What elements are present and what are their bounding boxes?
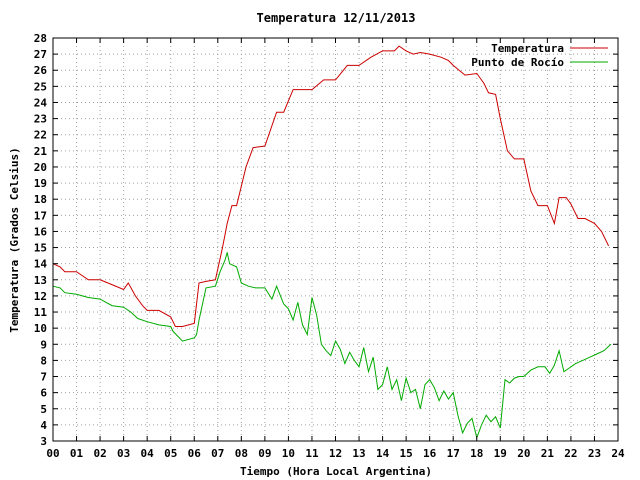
y-tick-label: 22 [34, 129, 47, 142]
y-tick-label: 25 [34, 80, 47, 93]
x-axis-label: Tiempo (Hora Local Argentina) [240, 465, 432, 478]
y-tick-label: 5 [40, 403, 47, 416]
series-line-temperatura [52, 45, 610, 327]
x-tick-label: 23 [588, 447, 601, 460]
series-group [52, 45, 612, 440]
y-tick-label: 21 [34, 145, 48, 158]
x-tick-label: 19 [494, 447, 507, 460]
x-tick-label: 11 [305, 447, 319, 460]
y-tick-label: 23 [34, 113, 47, 126]
legend-label-temperatura: Temperatura [491, 42, 564, 55]
y-tick-label: 19 [34, 177, 47, 190]
y-tick-label: 12 [34, 290, 47, 303]
x-tick-label: 03 [117, 447, 130, 460]
x-tick-label: 16 [423, 447, 437, 460]
legend-label-punto-de-rocio: Punto de Rocío [471, 56, 564, 69]
y-tick-label: 28 [34, 32, 47, 45]
x-tick-label: 20 [517, 447, 530, 460]
x-tick-label: 14 [376, 447, 390, 460]
x-tick-labels: 00 01 02 03 04 05 06 07 08 09 10 11 12 13 14 15 16 17 18 19… [46, 447, 625, 460]
x-tick-label: 12 [329, 447, 342, 460]
x-tick-label: 09 [258, 447, 271, 460]
x-tick-label: 01 [70, 447, 84, 460]
series-line-punto-de-rocio [52, 252, 612, 440]
x-tick-label: 05 [164, 447, 177, 460]
y-tick-labels: 3 4 5 6 7 8 9 10 11 12 13 14 15 16 17 18 19 20 21 22 23 24 25 2… [34, 32, 48, 448]
y-tick-label: 24 [34, 96, 48, 109]
y-tick-label: 16 [34, 225, 48, 238]
y-tick-label: 6 [40, 387, 47, 400]
x-tick-label: 13 [352, 447, 365, 460]
axis-ticks [52, 37, 619, 442]
x-tick-label: 18 [470, 447, 483, 460]
y-tick-label: 9 [40, 338, 47, 351]
y-tick-label: 20 [34, 161, 47, 174]
y-tick-label: 7 [40, 371, 47, 384]
y-tick-label: 3 [40, 435, 47, 448]
y-tick-label: 11 [34, 306, 48, 319]
x-tick-label: 07 [211, 447, 224, 460]
y-tick-label: 13 [34, 274, 47, 287]
y-tick-label: 4 [40, 419, 47, 432]
y-tick-label: 8 [40, 354, 47, 367]
y-tick-label: 26 [34, 64, 48, 77]
x-tick-label: 15 [400, 447, 413, 460]
x-tick-label: 06 [188, 447, 202, 460]
y-tick-label: 27 [34, 48, 47, 61]
x-tick-label: 21 [541, 447, 555, 460]
y-tick-label: 17 [34, 209, 47, 222]
y-tick-label: 15 [34, 242, 47, 255]
grid [53, 38, 618, 441]
y-tick-label: 14 [34, 258, 48, 271]
x-tick-label: 00 [46, 447, 59, 460]
x-tick-label: 04 [141, 447, 155, 460]
legend: Temperatura Punto de Rocío [471, 42, 608, 69]
y-axis-label: Temperatura (Grados Celsius) [8, 147, 21, 332]
y-tick-label: 18 [34, 193, 47, 206]
x-tick-label: 17 [447, 447, 460, 460]
x-tick-label: 02 [93, 447, 106, 460]
x-tick-label: 10 [282, 447, 295, 460]
x-tick-label: 24 [611, 447, 625, 460]
x-tick-label: 08 [235, 447, 248, 460]
y-tick-label: 10 [34, 322, 47, 335]
chart-title: Temperatura 12/11/2013 [257, 11, 416, 25]
x-tick-label: 22 [564, 447, 577, 460]
